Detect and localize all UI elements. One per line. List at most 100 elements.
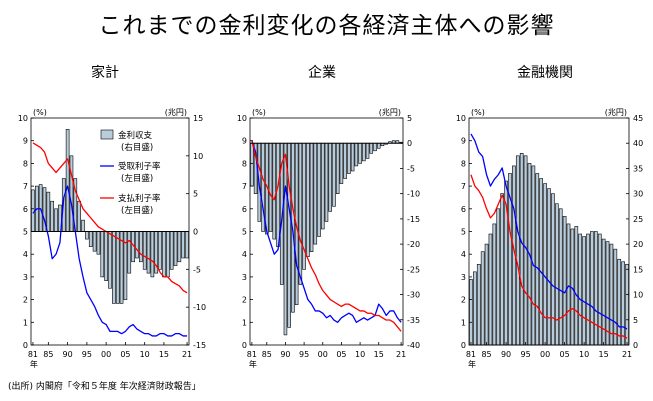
bar bbox=[582, 236, 586, 346]
bar bbox=[112, 231, 116, 304]
x-tick-label: 00 bbox=[101, 350, 111, 359]
bar bbox=[169, 231, 174, 270]
bar bbox=[469, 279, 473, 346]
bar bbox=[488, 233, 493, 346]
bar bbox=[85, 231, 89, 240]
receive-rate-line bbox=[32, 185, 188, 337]
left-tick-label: 2 bbox=[242, 296, 247, 305]
x-tick-label: 15 bbox=[374, 350, 384, 359]
bar bbox=[166, 231, 170, 278]
bar bbox=[473, 271, 477, 346]
left-tick-label: 0 bbox=[23, 341, 28, 350]
bar bbox=[554, 203, 559, 346]
bar bbox=[617, 258, 622, 346]
x-tick-label: 85 bbox=[481, 350, 491, 359]
x-tick-label: 95 bbox=[520, 350, 530, 359]
left-tick-label: 10 bbox=[237, 114, 247, 123]
bar bbox=[500, 193, 504, 346]
left-tick-label: 6 bbox=[461, 205, 466, 214]
bar bbox=[100, 231, 105, 278]
right-tick-label: 20 bbox=[633, 240, 643, 249]
year-label: 年 bbox=[30, 359, 38, 369]
bar bbox=[96, 231, 101, 255]
left-tick-label: 8 bbox=[242, 159, 247, 168]
bar bbox=[376, 142, 381, 149]
legend: 金利収支(右目盛)受取利子率(左目盛)支払利子率(左目盛) bbox=[100, 129, 161, 216]
right-tick-label: -10 bbox=[193, 303, 206, 312]
left-axis-unit: (%) bbox=[252, 108, 266, 117]
right-tick-label: 15 bbox=[633, 265, 643, 274]
bar bbox=[350, 142, 355, 172]
source-note: (出所) 内閣府「令和５年度 年次経済財政報告」 bbox=[8, 382, 201, 392]
right-tick-label: -30 bbox=[407, 291, 420, 300]
left-tick-label: 2 bbox=[23, 296, 28, 305]
bar bbox=[476, 263, 481, 346]
left-tick-label: 7 bbox=[23, 182, 28, 191]
bar bbox=[551, 193, 555, 346]
bar bbox=[358, 142, 362, 164]
left-tick-label: 4 bbox=[242, 250, 247, 259]
chart-title: 企業 bbox=[308, 64, 336, 81]
legend-receive-label: 受取利子率 bbox=[118, 161, 161, 172]
bar bbox=[50, 200, 54, 232]
right-tick-label: -5 bbox=[193, 265, 201, 274]
x-tick-label: 95 bbox=[82, 350, 92, 359]
left-axis-unit: (%) bbox=[471, 108, 485, 117]
bar bbox=[250, 142, 254, 187]
x-tick-label: 00 bbox=[318, 350, 328, 359]
right-tick-label: -35 bbox=[407, 316, 420, 325]
left-tick-label: 7 bbox=[242, 182, 247, 191]
bar bbox=[480, 251, 485, 346]
bar bbox=[605, 241, 610, 346]
bar bbox=[69, 155, 74, 232]
bar bbox=[373, 142, 377, 152]
bar bbox=[578, 233, 583, 346]
bar bbox=[354, 142, 359, 167]
x-tick-label: 10 bbox=[579, 350, 589, 359]
bar bbox=[484, 243, 489, 346]
left-tick-label: 8 bbox=[461, 159, 466, 168]
x-tick-label: 10 bbox=[355, 350, 365, 359]
bar bbox=[590, 231, 594, 346]
bar bbox=[92, 231, 97, 252]
bar bbox=[492, 223, 497, 346]
year-label: 年 bbox=[468, 359, 476, 369]
bar bbox=[313, 142, 318, 245]
right-tick-label: 10 bbox=[193, 152, 203, 161]
receive-rate-line bbox=[470, 133, 628, 330]
main-title: これまでの金利変化の各経済主体への影響 bbox=[98, 13, 555, 39]
x-tick-label: 21 bbox=[622, 350, 632, 359]
legend-pay-label: 支払利子率 bbox=[118, 193, 161, 204]
bar bbox=[31, 189, 35, 232]
left-tick-label: 9 bbox=[23, 137, 28, 146]
left-tick-label: 6 bbox=[23, 205, 28, 214]
bar bbox=[298, 142, 303, 285]
bar bbox=[139, 231, 143, 263]
year-label: 年 bbox=[249, 359, 257, 369]
x-tick-label: 90 bbox=[501, 350, 511, 359]
bar bbox=[562, 216, 567, 346]
right-tick-label: 35 bbox=[633, 164, 643, 173]
left-tick-label: 9 bbox=[461, 137, 466, 146]
bar bbox=[142, 231, 147, 270]
right-tick-label: 15 bbox=[193, 114, 203, 123]
legend-bar-label: 金利収支 bbox=[118, 130, 153, 141]
x-tick-label: 81 bbox=[466, 350, 476, 359]
left-tick-label: 1 bbox=[461, 318, 466, 327]
x-tick-label: 95 bbox=[299, 350, 309, 359]
bar bbox=[335, 142, 340, 194]
bar bbox=[347, 142, 351, 174]
x-tick-label: 00 bbox=[540, 350, 550, 359]
bar bbox=[181, 231, 186, 259]
right-tick-label: 0 bbox=[633, 341, 638, 350]
x-tick-label: 90 bbox=[63, 350, 73, 359]
bar bbox=[531, 165, 536, 346]
left-tick-label: 2 bbox=[461, 296, 466, 305]
bar bbox=[127, 231, 132, 274]
x-tick-label: 10 bbox=[140, 350, 150, 359]
left-tick-label: 3 bbox=[242, 273, 247, 282]
left-tick-label: 3 bbox=[23, 273, 28, 282]
x-tick-label: 15 bbox=[599, 350, 609, 359]
